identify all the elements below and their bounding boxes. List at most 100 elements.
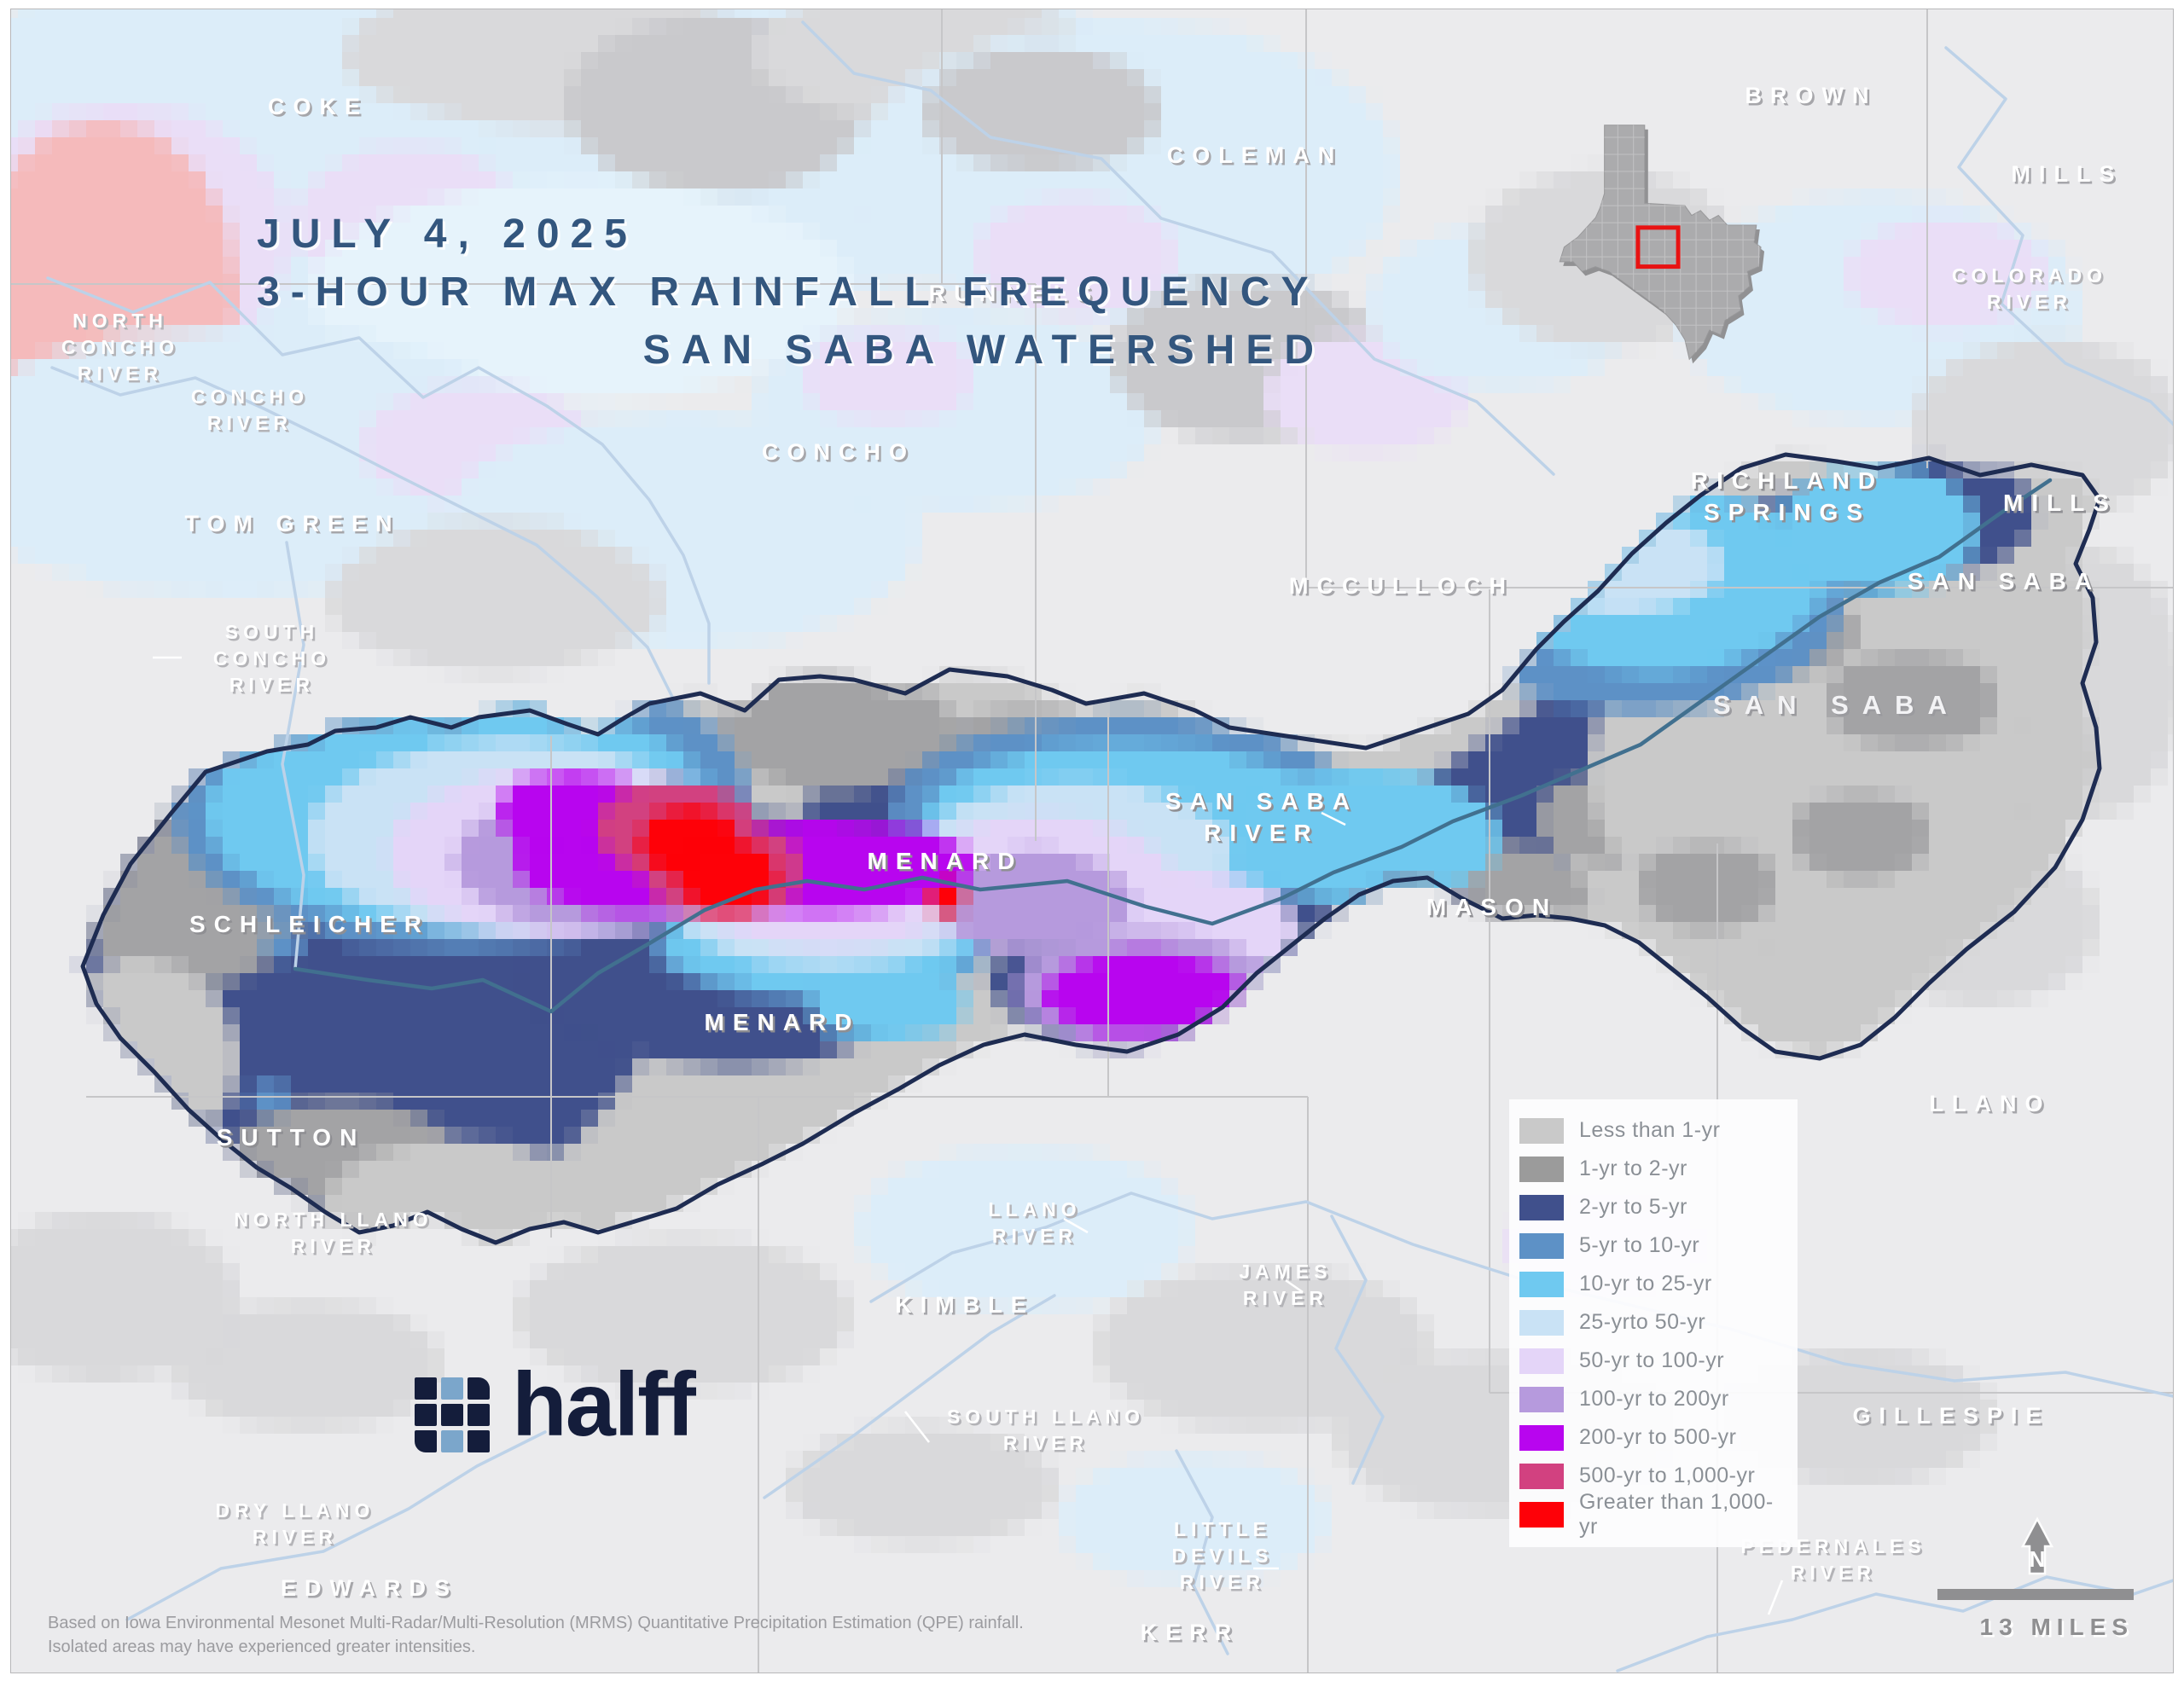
map-label: BROWN	[1745, 83, 1878, 108]
legend-row: 2-yr to 5-yr	[1519, 1188, 1789, 1226]
map-label: MENARD	[868, 848, 1024, 874]
san-saba-river-line	[293, 478, 2053, 1014]
river-line	[1175, 1449, 1229, 1655]
map-label: SUTTON	[218, 1127, 368, 1153]
map-label: KIMBLE	[895, 1292, 1035, 1318]
map-label: JAMES RIVER	[1239, 1261, 1332, 1309]
river-line	[46, 276, 711, 685]
halff-logo-grid-cell	[468, 1430, 490, 1452]
map-label: COLEMAN	[1169, 145, 1345, 171]
map-label: SAN SABA RIVER	[1167, 791, 1360, 849]
map-label: SAN SABA	[1908, 568, 2100, 594]
map-label: SCHLEICHER	[189, 911, 430, 937]
map-overlay: COKECOKERUNNELSRUNNELSCOLEMANCOLEMANBROW…	[11, 9, 2173, 1673]
map-label: SOUTH LLANO RIVER	[947, 1406, 1145, 1454]
map-label: NORTH CONCHO RIVER	[63, 312, 181, 387]
map-label: LLANO RIVER	[988, 1198, 1081, 1247]
map-label: MILLS	[2012, 161, 2123, 187]
legend-row: Greater than 1,000-yr	[1519, 1490, 1789, 1539]
map-label: SAN SABA RIVER	[1165, 788, 1358, 846]
map-label: LLANO	[1930, 1091, 2052, 1116]
legend-swatch	[1519, 1501, 1564, 1528]
map-label: RICHLAND SPRINGS	[1693, 470, 1885, 528]
map-label: LITTLE DEVILS RIVER	[1174, 1521, 1275, 1596]
map-label: SOUTH CONCHO RIVER	[213, 621, 331, 696]
halff-logo-grid-cell	[441, 1377, 463, 1400]
map-label: LITTLE DEVILS RIVER	[1171, 1518, 1273, 1593]
map-label: MILLS	[2003, 490, 2117, 516]
map-label: LLANO RIVER	[990, 1201, 1083, 1249]
legend-swatch	[1519, 1424, 1564, 1451]
river-line	[125, 1430, 547, 1621]
map-label: JAMES RIVER	[1241, 1263, 1334, 1312]
scale-bar	[1937, 1589, 2134, 1600]
map-label: KIMBLE	[897, 1295, 1037, 1320]
label-leader-line	[1280, 1275, 1304, 1294]
legend-row: 200-yr to 500-yr	[1519, 1418, 1789, 1457]
inset-highlight-box	[1635, 225, 1681, 270]
legend-label: 500-yr to 1,000-yr	[1579, 1464, 1756, 1487]
map-content: COKE COKE RUNNELS RUNNELS COLEMAN COLEMAN BROW…	[11, 9, 2173, 1673]
halff-logo-grid-cell	[415, 1430, 437, 1452]
title-line-2: 3-HOUR MAX RAINFALL FREQUENCY	[257, 270, 1320, 315]
river-line	[869, 1191, 2173, 1398]
map-label: MILLS	[2006, 492, 2120, 519]
map-label: NORTH LLANO RIVER	[236, 1211, 435, 1260]
watershed-boundary	[80, 452, 2102, 1245]
legend-swatch	[1519, 1194, 1564, 1220]
title-line-3: SAN SABA WATERSHED	[642, 328, 1325, 373]
map-label: SOUTH CONCHO RIVER	[215, 623, 333, 699]
map-label: COKE	[268, 94, 369, 119]
legend-swatch	[1519, 1271, 1564, 1297]
legend-swatch	[1519, 1309, 1564, 1336]
river-line	[763, 1294, 1056, 1499]
map-label: MASON	[1428, 896, 1560, 923]
map-label: SOUTH LLANO RIVER	[949, 1408, 1147, 1457]
river-line	[1944, 46, 2173, 426]
river-line	[281, 541, 305, 971]
legend-label: 10-yr to 25-yr	[1579, 1272, 1712, 1296]
label-leader-line	[1767, 1580, 1784, 1615]
halff-logo: halff	[415, 1359, 696, 1452]
map-label: CONCHO RIVER	[193, 388, 311, 437]
footnote: Based on Iowa Environmental Mesonet Mult…	[48, 1611, 1024, 1659]
halff-logo-grid-cell	[468, 1377, 490, 1400]
map-title: JULY 4, 2025 3-HOUR MAX RAINFALL FREQUEN…	[257, 206, 1325, 380]
halff-logo-text: halff	[512, 1354, 696, 1455]
legend-row: 100-yr to 200yr	[1519, 1380, 1789, 1418]
legend-label: 200-yr to 500-yr	[1579, 1425, 1737, 1449]
legend-label: 1-yr to 2-yr	[1579, 1157, 1687, 1180]
legend-label: 100-yr to 200yr	[1579, 1387, 1729, 1411]
footnote-line-2: Isolated areas may have experienced grea…	[48, 1638, 476, 1656]
map-label: RUNNELS	[931, 283, 1102, 309]
map-label: RUNNELS	[929, 281, 1101, 306]
legend-swatch	[1519, 1117, 1564, 1144]
map-label: KERR	[1142, 1622, 1242, 1648]
legend-label: Greater than 1,000-yr	[1579, 1489, 1774, 1539]
map-label: MENARD	[869, 850, 1025, 877]
map-label: MCCULLOCH	[1289, 573, 1514, 599]
halff-logo-grid-cell	[441, 1430, 463, 1452]
halff-logo-grid-cell	[441, 1404, 463, 1426]
map-label: DRY LLANO RIVER	[216, 1499, 375, 1548]
map-label: CONCHO	[762, 439, 915, 465]
map-label: NORTH LLANO RIVER	[234, 1209, 433, 1257]
map-label: MENARD	[706, 1012, 863, 1038]
map-label: GILLESPIE	[1852, 1403, 2049, 1429]
north-arrow-label: N	[2030, 1546, 2046, 1572]
map-label: SAN SABA	[1713, 690, 1960, 720]
legend-swatch	[1519, 1463, 1564, 1489]
halff-logo-grid-cell	[415, 1377, 437, 1400]
texas-inset	[1559, 125, 1765, 364]
river-line	[1330, 1215, 1385, 1485]
north-arrow-icon	[2020, 1516, 2054, 1575]
map-label: RICHLAND SPRINGS	[1691, 467, 1884, 525]
scale-bar-label: 13 MILES	[1982, 1616, 2135, 1643]
scale-bar-label: 13 MILES	[1980, 1614, 2134, 1640]
map-label: SCHLEICHER	[191, 913, 432, 940]
map-label: COLORADO RIVER	[1952, 264, 2107, 313]
footnote-line-1: Based on Iowa Environmental Mesonet Mult…	[48, 1614, 1024, 1632]
map-label: CONCHO RIVER	[191, 386, 309, 434]
legend-row: 50-yr to 100-yr	[1519, 1342, 1789, 1380]
